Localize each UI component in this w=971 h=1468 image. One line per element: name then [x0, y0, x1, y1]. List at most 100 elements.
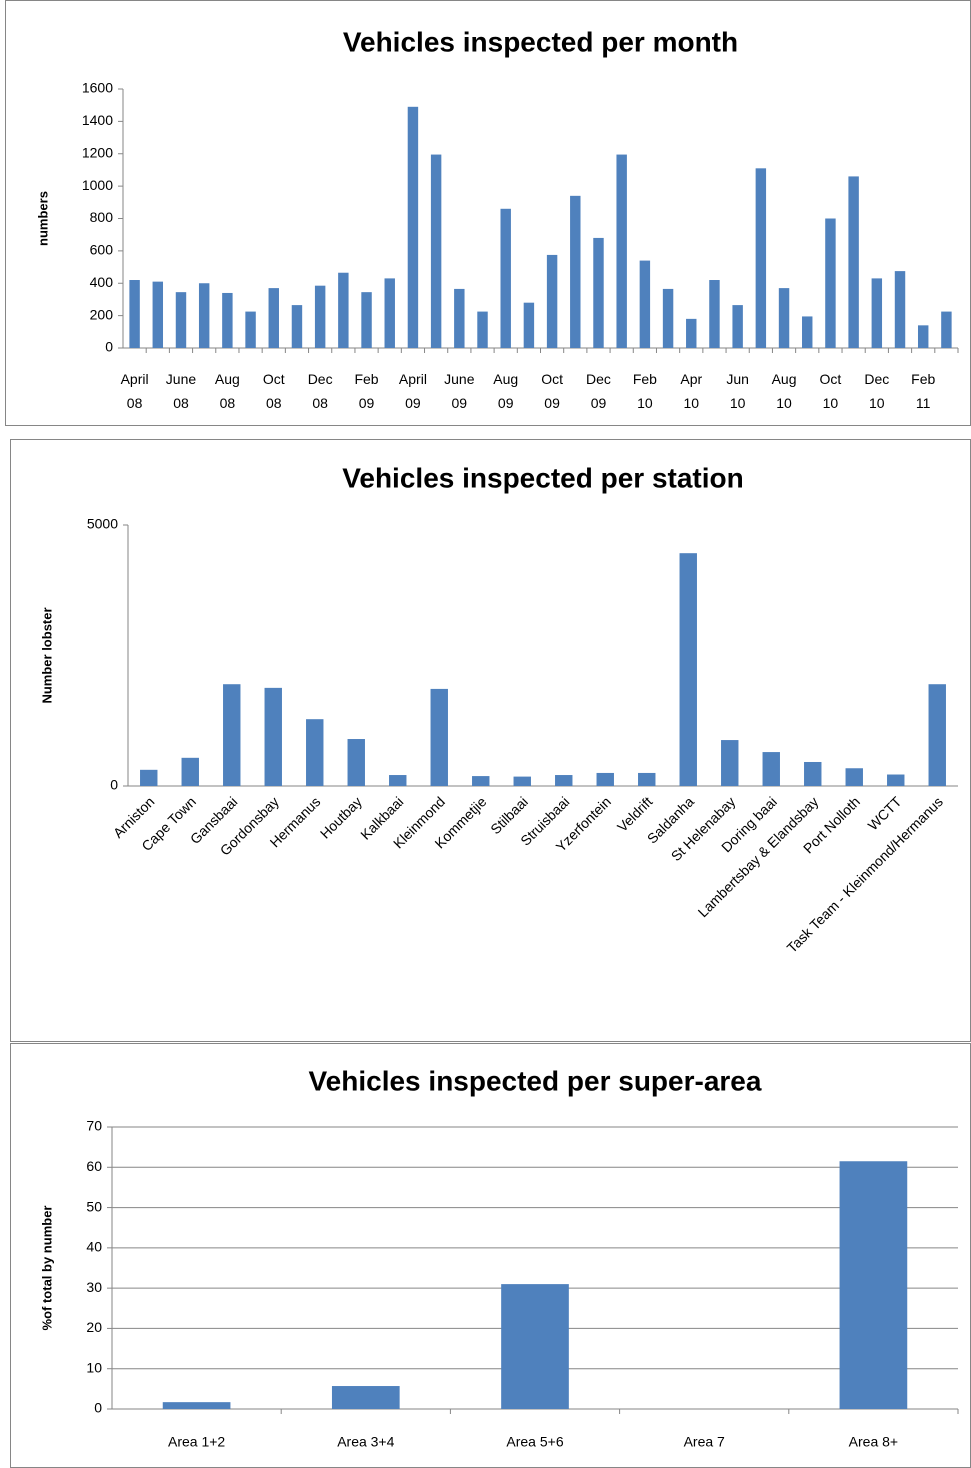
- bar: [732, 305, 743, 348]
- bar: [686, 318, 697, 348]
- bar: [941, 311, 952, 348]
- y-tick-label: 20: [86, 1319, 102, 1335]
- bar: [430, 154, 442, 348]
- bar: [140, 769, 158, 786]
- y-tick-label: 0: [105, 339, 113, 355]
- bar: [894, 271, 906, 348]
- y-tick-label: 30: [86, 1279, 102, 1295]
- x-tick-label: Area 7: [684, 1434, 725, 1450]
- bar: [291, 305, 303, 348]
- bar: [513, 776, 531, 786]
- bar: [198, 283, 210, 348]
- bar: [454, 288, 465, 348]
- bar: [596, 772, 614, 786]
- bar: [839, 1161, 908, 1409]
- x-tick-label: Apr 10: [680, 371, 702, 411]
- x-tick-label: June 08: [166, 371, 197, 411]
- bar: [223, 684, 241, 786]
- bar: [162, 1402, 231, 1409]
- bar: [555, 775, 573, 786]
- bar: [709, 280, 720, 348]
- bar: [477, 311, 488, 348]
- y-axis-label: Number lobster: [39, 607, 54, 703]
- bar: [887, 774, 905, 786]
- x-tick-label: April 09: [399, 371, 427, 411]
- y-tick-label: 1400: [82, 112, 113, 128]
- bar: [721, 740, 739, 786]
- bar: [778, 288, 790, 348]
- x-tick-label: Oct 09: [541, 371, 563, 411]
- x-tick-label: Area 8+: [849, 1434, 898, 1450]
- y-tick-label: 60: [86, 1158, 102, 1174]
- y-tick-label: 1600: [82, 80, 113, 96]
- y-tick-label: 600: [90, 242, 114, 258]
- x-tick-label: Area 1+2: [168, 1434, 225, 1450]
- y-tick-label: 200: [90, 306, 114, 322]
- y-tick-label: 50: [86, 1198, 102, 1214]
- x-tick-label: Aug 10: [772, 371, 797, 411]
- bar: [347, 739, 365, 786]
- bar: [181, 757, 199, 786]
- bar: [338, 272, 349, 348]
- bar: [245, 311, 256, 348]
- x-tick-label: Area 3+4: [337, 1434, 394, 1450]
- bar: [175, 292, 187, 348]
- x-tick-label: Feb 11: [911, 371, 935, 411]
- y-tick-label: 1200: [82, 144, 113, 160]
- y-tick-label: 10: [86, 1359, 102, 1375]
- bar: [917, 325, 929, 348]
- bar: [802, 316, 813, 348]
- x-tick-label: Aug 09: [493, 371, 518, 411]
- bar: [679, 553, 697, 786]
- bar: [314, 285, 326, 348]
- x-tick-label: Feb 09: [354, 371, 378, 411]
- y-tick-label: 5000: [87, 516, 118, 532]
- bar: [389, 775, 407, 786]
- y-tick-label: 400: [90, 274, 114, 290]
- chart-title: Vehicles inspected per station: [342, 462, 743, 493]
- bar: [152, 281, 164, 348]
- y-axis-label: %of total by number: [39, 1206, 54, 1331]
- bar: [500, 208, 511, 348]
- bar: [825, 218, 836, 348]
- bar: [331, 1386, 400, 1409]
- bar: [755, 168, 767, 348]
- x-tick-label: Dec 10: [864, 371, 889, 411]
- x-tick-label: Oct 08: [263, 371, 285, 411]
- bar: [546, 254, 558, 348]
- bar: [501, 1284, 569, 1409]
- bar: [264, 687, 282, 786]
- bar: [384, 278, 395, 348]
- bar: [570, 195, 581, 348]
- bar: [662, 288, 674, 348]
- x-tick-label: Area 5+6: [506, 1434, 563, 1450]
- bar: [593, 237, 604, 348]
- bar: [407, 106, 419, 349]
- bar: [129, 280, 140, 348]
- y-tick-label: 1000: [82, 177, 113, 193]
- bar: [639, 260, 651, 348]
- y-tick-label: 40: [86, 1239, 102, 1255]
- x-tick-label: Dec 09: [586, 371, 611, 411]
- y-tick-label: 0: [94, 1400, 102, 1416]
- x-tick-label: Aug 08: [215, 371, 240, 411]
- bar: [430, 688, 448, 786]
- panel: [10, 1043, 971, 1468]
- x-tick-label: June 09: [444, 371, 475, 411]
- y-tick-label: 70: [86, 1118, 102, 1134]
- bar: [845, 768, 863, 786]
- x-tick-label: April 08: [121, 371, 149, 411]
- bar: [222, 292, 233, 348]
- bar: [638, 772, 656, 786]
- x-tick-label: Oct 10: [820, 371, 842, 411]
- bar: [306, 719, 324, 786]
- bar: [616, 154, 627, 348]
- bar: [472, 776, 490, 786]
- y-tick-label: 800: [90, 209, 114, 225]
- bar: [523, 302, 535, 348]
- bar: [268, 288, 279, 348]
- chart-title: Vehicles inspected per month: [343, 26, 738, 57]
- bar: [928, 684, 946, 786]
- bar: [848, 176, 859, 348]
- panel: [10, 439, 971, 1042]
